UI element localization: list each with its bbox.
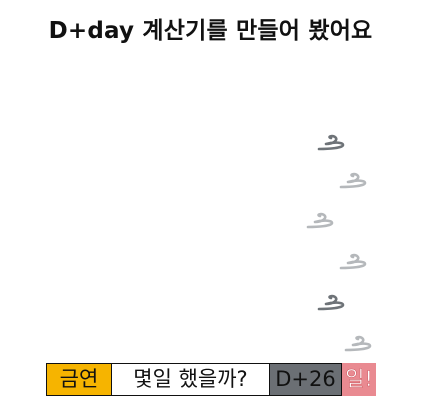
question-label: 몇일 했을까? <box>112 363 270 396</box>
dday-value: D+26 <box>270 363 342 396</box>
page-title: D+day 계산기를 만들어 봤어요 <box>48 18 373 44</box>
swirl-icon <box>317 134 345 151</box>
swirl-icon <box>339 172 367 189</box>
swirl-icon <box>317 294 345 311</box>
swirl-icon <box>306 212 334 229</box>
quit-name-label[interactable]: 금연 <box>46 363 112 396</box>
swirl-icon <box>344 335 372 352</box>
result-bar: 금연 몇일 했을까? D+26 일! <box>46 363 376 396</box>
day-suffix: 일! <box>342 363 376 396</box>
swirl-icon <box>339 253 367 270</box>
